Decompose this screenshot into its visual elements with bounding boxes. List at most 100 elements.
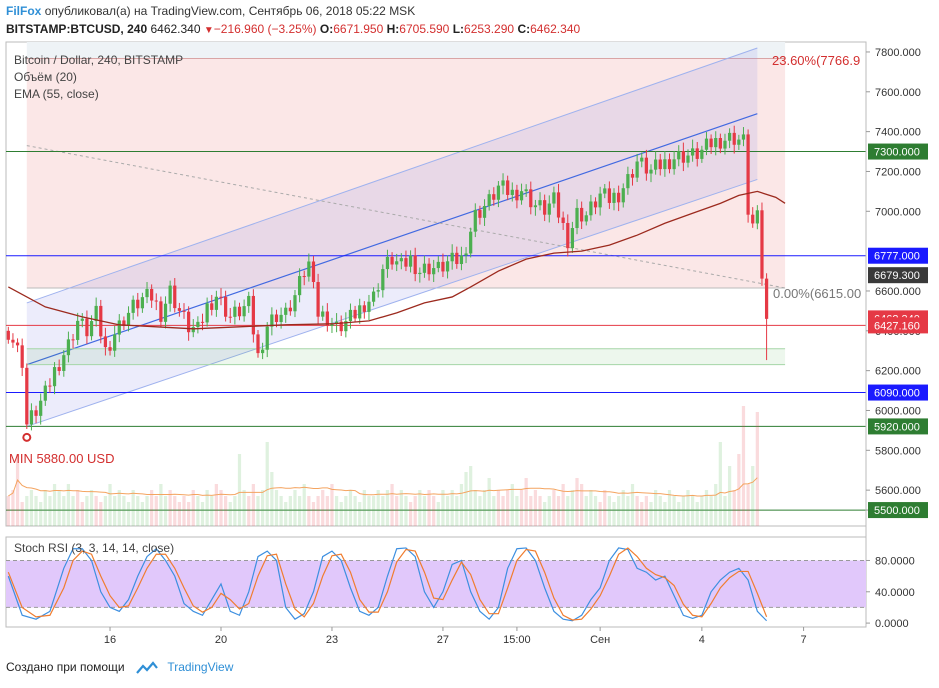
price-tick-label: 7400.000 <box>875 127 921 139</box>
tradingview-logo-icon <box>136 661 158 674</box>
candle <box>108 340 112 356</box>
volume-bar <box>524 478 528 526</box>
candle-body <box>667 159 672 170</box>
candle <box>492 187 496 206</box>
volume-bar <box>385 490 390 526</box>
volume-bar <box>168 490 172 526</box>
candle-body <box>284 307 288 315</box>
candle-body <box>746 134 750 215</box>
candle <box>302 270 306 286</box>
candle-body <box>260 349 265 354</box>
volume-bar <box>593 496 598 526</box>
change-value: −216.960 (−3.25%) <box>213 22 317 36</box>
candle <box>612 188 616 211</box>
publisher-line: FilFox опубликовал(а) на TradingView.com… <box>6 4 415 18</box>
ema-legend: EMA (55, close) <box>14 87 99 101</box>
candle <box>321 305 325 321</box>
candle-body <box>395 261 399 265</box>
volume-bar <box>279 496 283 526</box>
volume-bar <box>71 496 75 526</box>
candle <box>575 199 579 235</box>
volume-bar <box>99 502 103 526</box>
candle <box>224 290 228 322</box>
candle <box>663 151 667 177</box>
support-zone <box>26 348 786 365</box>
candle <box>94 297 98 327</box>
volume-bar <box>311 502 316 526</box>
volume-bar <box>427 490 431 526</box>
volume-bar <box>612 502 616 526</box>
volume-bar <box>34 496 38 526</box>
volume-bar <box>159 484 163 526</box>
candle <box>196 316 200 334</box>
candle-body <box>330 323 334 327</box>
candle-body <box>584 215 588 222</box>
candle-body <box>80 318 84 321</box>
candle <box>103 327 108 356</box>
volume-bar <box>103 496 108 526</box>
channel-mid-line <box>26 113 758 366</box>
volume-bar <box>635 496 639 526</box>
candle-body <box>66 339 71 356</box>
candle-body <box>644 157 648 174</box>
candle-body <box>187 311 191 333</box>
tradingview-link[interactable]: TradingView <box>167 660 234 674</box>
candle <box>80 313 84 328</box>
volume-bar <box>492 496 496 526</box>
price-label-badge: 6777.000 <box>868 247 928 264</box>
volume-bar <box>543 502 547 526</box>
candle <box>422 255 427 278</box>
volume-bar <box>108 484 112 526</box>
candle <box>496 181 501 208</box>
candle <box>751 207 755 228</box>
candle-body <box>334 321 339 324</box>
candle-body <box>408 255 413 267</box>
volume-bar <box>177 502 182 526</box>
fib-zero-label: 0.00%(6615.00 <box>773 286 862 301</box>
candle-body <box>62 355 66 371</box>
volume-bar <box>418 490 422 526</box>
candle <box>427 258 431 281</box>
low-value: 6253.290 <box>464 22 515 36</box>
candle <box>408 250 413 273</box>
candle <box>274 309 279 328</box>
volume-bar <box>487 478 491 526</box>
volume-bar <box>649 502 653 526</box>
candle-body <box>612 192 616 203</box>
volume-bar <box>233 496 237 526</box>
time-tick-label: 7 <box>801 634 807 646</box>
candle <box>311 255 316 289</box>
candle <box>62 349 66 377</box>
candle-body <box>640 157 644 162</box>
candle <box>348 303 353 329</box>
candle <box>339 315 343 336</box>
stoch-tick-label: 40.0000 <box>875 587 915 599</box>
candle-body <box>445 261 450 272</box>
volume-bar <box>376 490 380 526</box>
volume-bar <box>260 490 265 526</box>
volume-bar <box>11 490 15 526</box>
volume-bar <box>621 490 625 526</box>
candle <box>371 287 376 307</box>
candle-body <box>48 385 52 387</box>
volume-bar <box>617 496 621 526</box>
candle-body <box>524 189 528 192</box>
author-link[interactable]: FilFox <box>6 4 42 18</box>
volume-bar <box>307 496 311 526</box>
candle-body <box>57 367 61 371</box>
price-badge-bg <box>868 317 928 334</box>
candle-body <box>630 174 635 178</box>
volume-bar <box>163 496 168 526</box>
price-label-badge: 6679.300 <box>868 267 928 284</box>
price-badge-bg <box>868 418 928 435</box>
candle-body <box>432 268 436 275</box>
volume-bar <box>187 502 191 526</box>
volume-bar <box>15 454 20 526</box>
price-tick-label: 5600.000 <box>875 485 921 497</box>
candle <box>621 183 625 208</box>
volume-bar <box>547 496 551 526</box>
candle-body <box>122 320 126 327</box>
price-tick-label: 7800.000 <box>875 47 921 59</box>
volume-bar <box>469 466 473 526</box>
